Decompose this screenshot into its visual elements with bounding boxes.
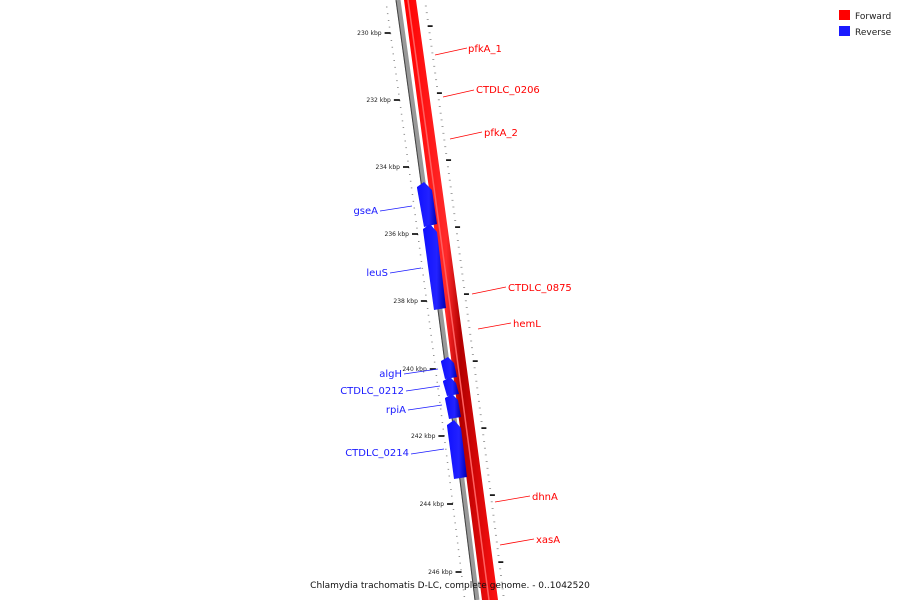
forward-strand-highlight xyxy=(407,0,490,600)
leader-line xyxy=(477,322,512,330)
gene-label-rpiA[interactable]: rpiA xyxy=(386,405,406,416)
gene-label-algH[interactable]: algH xyxy=(379,369,402,380)
gene-label-xasA[interactable]: xasA xyxy=(536,535,560,546)
leader-line xyxy=(379,205,413,212)
leader-line xyxy=(389,267,422,274)
gene-label-CTDLC_0875[interactable]: CTDLC_0875 xyxy=(508,283,572,294)
leader-line xyxy=(442,89,475,98)
inner-ticks xyxy=(385,6,466,597)
gene-label-pfkA_2[interactable]: pfkA_2 xyxy=(484,128,518,139)
scale-tick-label: 238 kbp xyxy=(393,298,418,305)
gene-label-pfkA_1[interactable]: pfkA_1 xyxy=(468,44,502,55)
gene-label-CTDLC_0206[interactable]: CTDLC_0206 xyxy=(476,85,540,96)
gene-label-hemL[interactable]: hemL xyxy=(513,319,541,330)
leader-line xyxy=(403,368,439,375)
map-caption: Chlamydia trachomatis D-LC, complete gen… xyxy=(310,581,590,591)
leader-line xyxy=(405,385,441,392)
tick-labels: 230 kbp 232 kbp 234 kbp 236 kbp 238 kbp 240 k… xyxy=(357,30,462,576)
gene-gseA-arrow[interactable] xyxy=(417,182,437,227)
leader-line xyxy=(499,538,535,546)
gene-label-CTDLC_0212[interactable]: CTDLC_0212 xyxy=(340,386,404,397)
gene-rpiA-arrow[interactable] xyxy=(445,394,461,419)
legend-swatch-forward xyxy=(839,10,850,20)
leader-line xyxy=(494,495,531,503)
forward-strand-band xyxy=(404,0,498,600)
scale-tick-label: 244 kbp xyxy=(420,501,445,508)
gene-label-CTDLC_0214[interactable]: CTDLC_0214 xyxy=(345,448,409,459)
gene-label-gseA[interactable]: gseA xyxy=(353,206,378,217)
legend-label-reverse: Reverse xyxy=(855,28,892,38)
leader-line xyxy=(449,131,483,140)
leader-line xyxy=(407,404,443,411)
leader-line xyxy=(471,286,507,295)
legend-label-forward: Forward xyxy=(855,12,891,22)
legend-swatch-reverse xyxy=(839,26,850,36)
scale-tick-label: 232 kbp xyxy=(366,97,391,104)
gene-algH-arrow[interactable] xyxy=(441,357,457,379)
gene-label-leuS[interactable]: leuS xyxy=(366,268,388,279)
scale-tick-label: 246 kbp xyxy=(428,569,453,576)
gene-label-dhnA[interactable]: dhnA xyxy=(532,492,558,503)
leader-line xyxy=(434,47,468,56)
legend: Forward Reverse xyxy=(839,10,892,38)
scale-tick-label: 230 kbp xyxy=(357,30,382,37)
gene-leuS-arrow[interactable] xyxy=(423,224,446,310)
scale-tick-label: 234 kbp xyxy=(376,164,401,171)
scale-tick-label: 236 kbp xyxy=(385,231,410,238)
reverse-gene-labels: gseA leuS algH CTDLC_0212 rpiA CTDLC_021… xyxy=(340,205,445,459)
outer-ticks xyxy=(424,5,505,596)
leader-line xyxy=(410,448,445,455)
forward-gene-labels: pfkA_1 CTDLC_0206 pfkA_2 CTDLC_0875 hemL… xyxy=(434,44,572,546)
scale-tick-label: 240 kbp xyxy=(402,366,427,373)
reverse-genes xyxy=(417,182,467,479)
scale-tick-label: 242 kbp xyxy=(411,433,436,440)
gene-CTDLC_0214-arrow[interactable] xyxy=(447,420,467,479)
gene-CTDLC_0212-arrow[interactable] xyxy=(443,377,459,396)
